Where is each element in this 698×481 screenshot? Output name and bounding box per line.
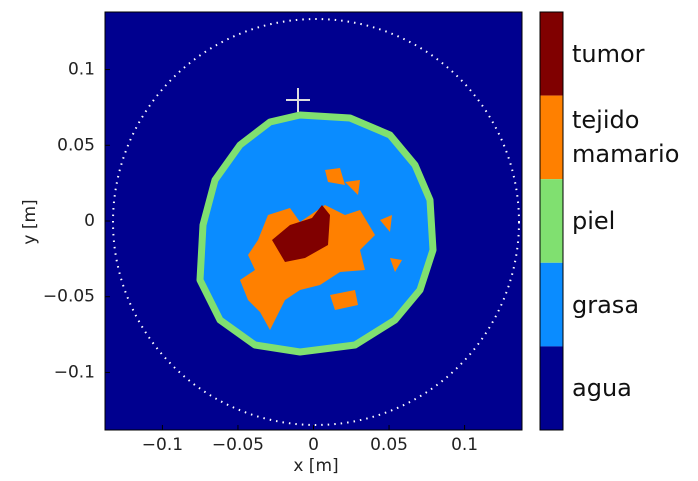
x-tick-label: 0 (308, 435, 319, 455)
x-axis-label: x [m] (293, 456, 338, 476)
glandular-tissue (240, 205, 375, 330)
tumor-region (272, 205, 330, 262)
y-tick-label: −0.05 (43, 287, 95, 307)
colorbar-label: grasa (572, 290, 640, 319)
colorbar-band (540, 12, 563, 96)
colorbar-band (540, 262, 563, 347)
y-tick-label: 0 (84, 211, 95, 231)
colorbar-band (540, 179, 563, 263)
colorbar-frame (539, 11, 564, 431)
x-tick-label: −0.1 (142, 435, 183, 455)
y-tick-label: 0.05 (57, 135, 95, 155)
glandular-tissue (325, 168, 402, 310)
colorbar-label: tejido mamario (572, 106, 680, 169)
colorbar-band (540, 346, 563, 430)
colorbar-band (540, 95, 563, 180)
x-tick-label: 0.1 (451, 435, 478, 455)
y-axis-label: y [m] (20, 199, 40, 244)
colorbar-label: piel (572, 207, 616, 235)
y-tick-label: −0.1 (54, 362, 95, 382)
y-tick-label: 0.1 (68, 60, 95, 80)
marker-cross (286, 88, 310, 112)
colorbar-label: agua (572, 374, 632, 403)
x-tick-label: −0.05 (212, 435, 264, 455)
colorbar-label: tumor (572, 39, 645, 68)
boundary-circle (112, 18, 520, 426)
x-tick-label: 0.05 (370, 435, 408, 455)
